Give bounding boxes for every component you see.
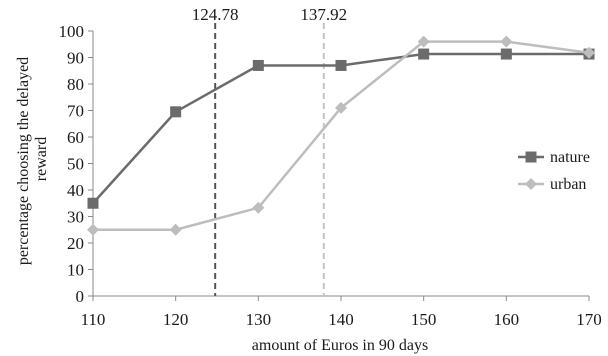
data-point-urban <box>500 35 513 48</box>
y-axis-label-line-1: percentage choosing the delayed <box>15 57 32 265</box>
x-tick-label: 150 <box>411 310 437 329</box>
y-tick-label: 70 <box>67 102 84 121</box>
legend-label-nature: nature <box>550 149 590 166</box>
data-point-urban <box>583 46 595 59</box>
legend-marker-urban <box>525 178 537 190</box>
x-tick-label: 160 <box>494 310 520 329</box>
y-axis-label: percentage choosing the delayed reward <box>15 53 50 265</box>
reference-line-label: 124.78 <box>192 5 239 24</box>
y-tick-label: 50 <box>67 155 84 174</box>
data-point-nature <box>500 48 512 60</box>
data-point-nature <box>418 48 430 60</box>
y-tick-label: 30 <box>67 208 84 227</box>
data-point-urban <box>252 201 265 214</box>
y-tick-label: 100 <box>59 22 85 41</box>
data-point-nature <box>87 197 99 209</box>
y-axis-label-line-2: reward <box>33 137 50 181</box>
y-tick-label: 40 <box>67 181 84 200</box>
x-tick-label: 130 <box>246 310 272 329</box>
legend-marker-nature <box>525 151 537 163</box>
data-point-urban <box>417 35 430 48</box>
axes: 0 10 20 30 40 50 60 70 80 90 100 110 120 130 140 150 160… <box>59 22 602 329</box>
data-point-nature <box>252 59 264 71</box>
y-tick-label: 20 <box>67 234 84 253</box>
x-tick-label: 110 <box>81 310 106 329</box>
x-tick-label: 170 <box>576 310 602 329</box>
x-tick-label: 120 <box>163 310 189 329</box>
data-point-urban <box>335 101 347 114</box>
reference-line-label: 137.92 <box>300 5 347 24</box>
y-tick-label: 0 <box>76 287 85 306</box>
legend-label-urban: urban <box>550 176 586 193</box>
y-tick-label: 60 <box>67 128 84 147</box>
reference-lines: 124.78 137.92 <box>192 5 347 296</box>
data-point-nature <box>170 106 182 118</box>
x-tick-label: 140 <box>328 310 354 329</box>
legend: nature urban <box>518 149 590 193</box>
data-point-nature <box>335 59 347 71</box>
series-group <box>87 35 595 236</box>
data-point-urban <box>169 223 182 236</box>
y-tick-label: 90 <box>67 49 84 68</box>
y-tick-label: 80 <box>67 75 84 94</box>
x-axis-label: amount of Euros in 90 days <box>252 337 428 354</box>
y-tick-label: 10 <box>67 261 84 280</box>
series-line-nature <box>92 52 589 205</box>
data-point-urban <box>87 223 99 236</box>
